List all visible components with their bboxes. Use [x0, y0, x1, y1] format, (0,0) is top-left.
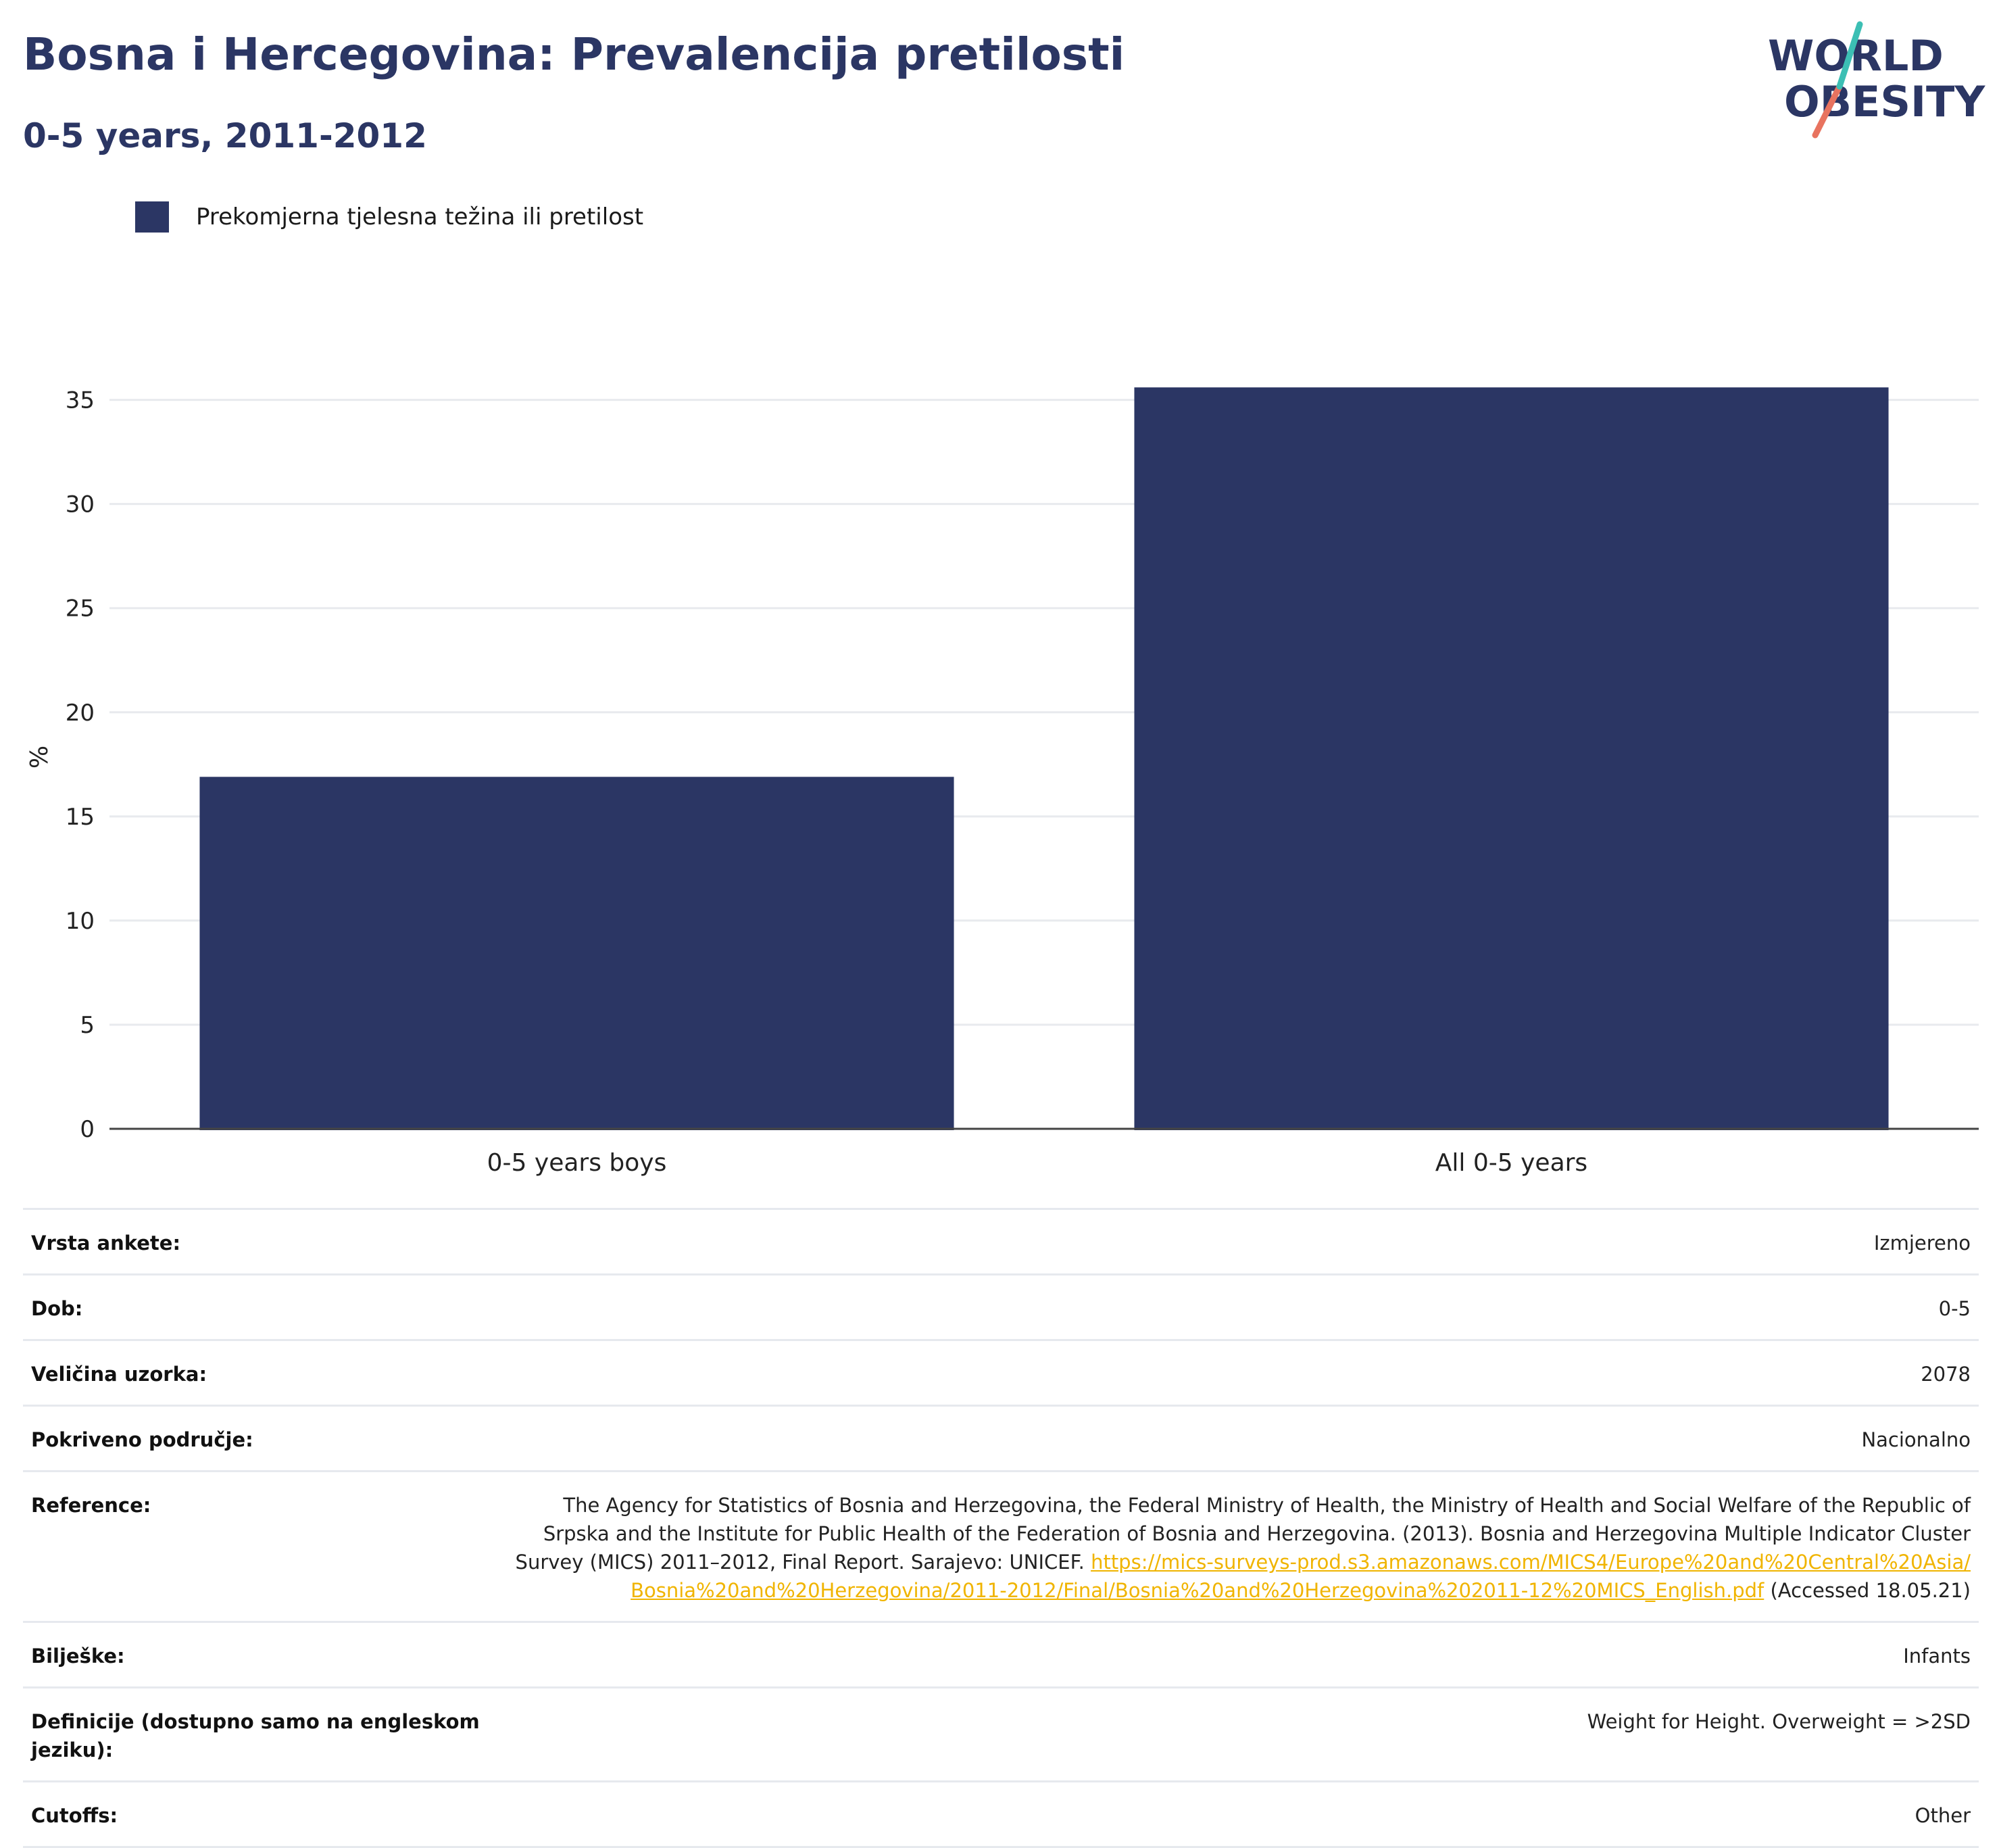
meta-value: Izmjereno [1873, 1232, 1971, 1255]
meta-label: Bilješke: [31, 1645, 125, 1668]
meta-value: 0-5 [1938, 1297, 1971, 1320]
meta-value: 2078 [1921, 1363, 1971, 1386]
logo-slash-teal [1836, 21, 1863, 90]
x-tick-label: 0-5 years boys [487, 1149, 667, 1177]
meta-label: Veličina uzorka: [31, 1363, 207, 1386]
reference-link[interactable]: https://mics-surveys-prod.s3.amazonaws.c… [631, 1551, 1971, 1602]
axes: 0 5 10 15 20 25 30 35% 0-5 years boys All 0-5 yea… [26, 387, 1979, 1177]
meta-value: Infants [1903, 1645, 1971, 1668]
meta-row-notes: Bilješke: Infants [23, 1621, 1979, 1686]
metadata-table: Vrsta ankete: Izmjereno Dob: 0-5 Veličin… [23, 1208, 1979, 1848]
logo-line2: OBESITY [1784, 77, 1985, 126]
meta-label: Vrsta ankete: [31, 1232, 181, 1255]
y-tick-label: 10 [66, 908, 95, 935]
meta-label: Reference: [31, 1494, 151, 1517]
meta-row-cutoffs: Cutoffs: Other [23, 1780, 1979, 1848]
x-tick-label: All 0-5 years [1435, 1149, 1587, 1177]
meta-row-reference: Reference: The Agency for Statistics of … [23, 1470, 1979, 1621]
page-subtitle: 0-5 years, 2011-2012 [23, 116, 427, 155]
y-tick-label: 30 [66, 491, 95, 518]
meta-value-reference: The Agency for Statistics of Bosnia and … [504, 1491, 1971, 1605]
y-tick-label: 15 [66, 804, 95, 831]
meta-row-sample-size: Veličina uzorka: 2078 [23, 1339, 1979, 1405]
meta-value: Nacionalno [1861, 1428, 1971, 1451]
meta-row-definitions: Definicije (dostupno samo na engleskom j… [23, 1686, 1979, 1780]
meta-label: Cutoffs: [31, 1804, 118, 1827]
y-tick-label: 25 [66, 595, 95, 623]
y-tick-label: 20 [66, 700, 95, 727]
bar-chart: 0 5 10 15 20 25 30 35% 0-5 years boys All 0-5 yea… [26, 387, 1979, 1177]
y-tick-label: 35 [66, 387, 95, 414]
y-tick-label: 0 [80, 1116, 95, 1143]
bar [199, 777, 954, 1130]
meta-row-area: Pokriveno područje: Nacionalno [23, 1405, 1979, 1470]
meta-label: Pokriveno područje: [31, 1428, 253, 1451]
meta-value: Other [1915, 1804, 1971, 1827]
bars [199, 387, 1889, 1130]
page-title: Bosna i Hercegovina: Prevalencija pretil… [23, 28, 1125, 80]
reference-text: The Agency for Statistics of Bosnia and … [515, 1494, 1971, 1574]
meta-row-age: Dob: 0-5 [23, 1273, 1979, 1339]
legend-swatch [135, 201, 169, 233]
logo-slash-red [1812, 83, 1843, 139]
y-axis-label: % [26, 746, 53, 769]
meta-value: Weight for Height. Overweight = >2SD [1587, 1710, 1971, 1733]
reference-accessed: (Accessed 18.05.21) [1770, 1579, 1971, 1602]
meta-label: Definicije (dostupno samo na engleskom j… [31, 1710, 480, 1761]
meta-row-survey-type: Vrsta ankete: Izmjereno [23, 1208, 1979, 1273]
world-obesity-logo: WORLD OBESITY [1768, 21, 1985, 139]
y-tick-label: 5 [80, 1012, 95, 1039]
bar [1134, 387, 1889, 1130]
meta-label: Dob: [31, 1297, 83, 1320]
legend-label: Prekomjerna tjelesna težina ili pretilos… [196, 203, 644, 230]
chart-legend[interactable]: Prekomjerna tjelesna težina ili pretilos… [135, 201, 643, 233]
